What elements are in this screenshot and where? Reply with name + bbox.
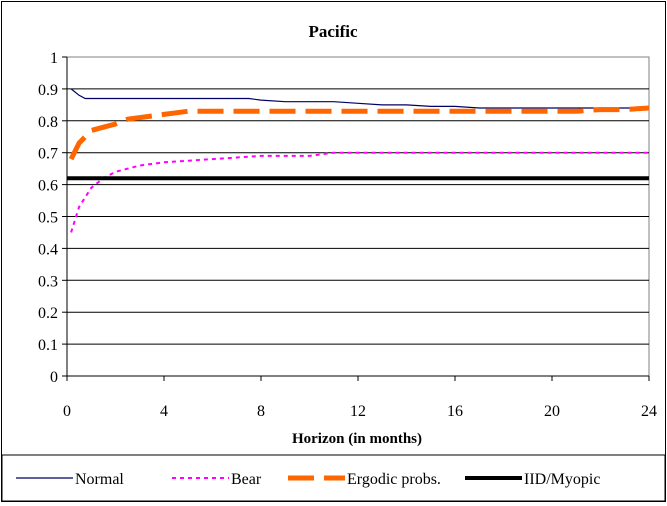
x-tick-label: 0 [63, 403, 71, 420]
x-tick-label: 4 [160, 403, 168, 420]
x-tick-label: 8 [257, 403, 265, 420]
legend: Normal Bear Ergodic probs. IID/Myopic [16, 471, 600, 488]
x-axis-label: Horizon (in months) [292, 431, 422, 447]
y-tick-label: 1 [50, 50, 58, 67]
y-axis-ticks: 0 0.1 0.2 0.3 0.4 0.5 0.6 0.7 0.8 0.9 1 [38, 50, 68, 386]
x-tick-label: 24 [641, 403, 657, 420]
chart-title: Pacific [308, 22, 358, 41]
y-tick-label: 0.9 [38, 82, 58, 99]
legend-label: Normal [75, 471, 124, 488]
x-tick-label: 20 [544, 403, 560, 420]
legend-label: IID/Myopic [524, 471, 600, 488]
y-tick-label: 0.6 [38, 178, 58, 195]
x-tick-label: 16 [447, 403, 463, 420]
y-tick-label: 0.8 [38, 114, 58, 131]
legend-label: Bear [231, 471, 262, 488]
series-group [67, 88, 650, 233]
y-tick-label: 0 [50, 369, 58, 386]
y-tick-label: 0.5 [38, 210, 58, 227]
x-axis-ticks: 0 4 8 12 16 20 24 [63, 375, 657, 420]
series-line-1 [70, 88, 649, 109]
y-tick-label: 0.3 [38, 273, 58, 290]
y-tick-label: 0.7 [38, 146, 58, 163]
series-line-2 [70, 151, 649, 233]
x-tick-label: 12 [350, 403, 366, 420]
gridlines [67, 88, 649, 345]
series-line-3 [68, 105, 650, 161]
y-tick-label: 0.2 [38, 305, 58, 322]
legend-label: Ergodic probs. [347, 471, 441, 488]
y-tick-label: 0.4 [38, 241, 58, 258]
y-tick-label: 0.1 [38, 337, 58, 354]
